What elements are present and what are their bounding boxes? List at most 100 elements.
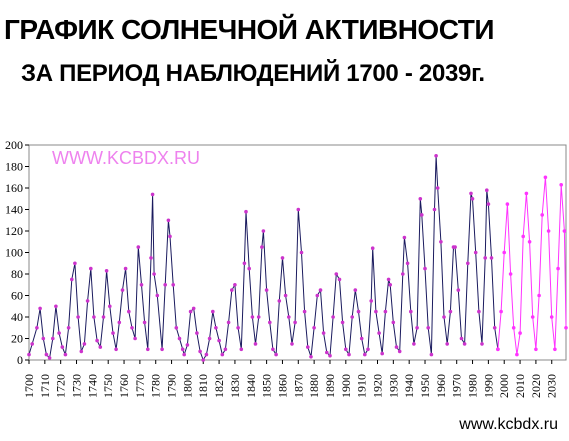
observed-data-point: [168, 234, 172, 239]
observed-data-point: [198, 349, 202, 354]
observed-data-point: [409, 309, 413, 314]
observed-data-point: [95, 338, 99, 343]
chart-subtitle: ЗА ПЕРИОД НАБЛЮДЕНИЙ 1700 - 2039г.: [21, 60, 485, 87]
observed-data-point: [233, 283, 237, 287]
observed-data-point: [60, 345, 65, 349]
x-tick-label: 1920: [370, 374, 384, 398]
x-tick-label: 1940: [402, 374, 416, 398]
chart-title: ГРАФИК СОЛНЕЧНОЙ АКТИВНОСТИ: [4, 14, 494, 45]
observed-data-point: [150, 192, 155, 197]
y-tick-label: 180: [5, 160, 23, 174]
forecast-data-point: [534, 347, 538, 352]
observed-data-point: [207, 336, 212, 341]
y-tick-label: 0: [17, 353, 23, 367]
observed-data-point: [492, 326, 497, 330]
observed-data-point: [171, 283, 175, 287]
observed-data-point: [432, 207, 437, 212]
observed-data-point: [486, 202, 491, 206]
x-tick-label: 2020: [529, 374, 543, 398]
observed-data-point: [363, 352, 367, 357]
x-tick-label: 1810: [196, 374, 210, 398]
observed-data-point: [489, 256, 494, 260]
x-tick-label: 1730: [70, 374, 84, 398]
x-tick-label: 1710: [38, 374, 52, 398]
x-tick-label: 1960: [434, 374, 448, 398]
x-tick-label: 1950: [418, 374, 432, 398]
observed-data-point: [163, 283, 167, 287]
observed-data-point: [123, 266, 128, 271]
observed-data-point: [51, 336, 55, 341]
observed-data-point: [201, 358, 205, 362]
observed-data-point: [260, 245, 264, 249]
x-tick-label: 1860: [275, 374, 289, 398]
observed-data-point: [350, 315, 355, 319]
observed-data-point: [111, 331, 115, 335]
observed-series-line: [28, 155, 499, 362]
forecast-data-point: [530, 315, 535, 319]
observed-data-point: [220, 352, 225, 357]
observed-data-point: [483, 256, 488, 260]
observed-data-point: [315, 293, 320, 298]
observed-data-point: [445, 342, 450, 346]
observed-data-point: [469, 191, 473, 196]
observed-data-point: [230, 288, 234, 292]
observed-data-point: [114, 347, 118, 352]
observed-data-point: [104, 269, 109, 273]
observed-data-point: [66, 326, 71, 330]
x-tick-label: 1780: [149, 374, 163, 398]
observed-data-point: [405, 261, 410, 266]
x-tick-label: 1720: [54, 374, 68, 398]
observed-data-point: [435, 186, 440, 190]
y-tick-label: 160: [5, 181, 23, 195]
observed-data-point: [44, 352, 49, 357]
x-tick-label: 1760: [117, 374, 131, 398]
observed-data-point: [369, 299, 374, 303]
observed-data-point: [340, 320, 345, 325]
observed-data-point: [274, 352, 278, 357]
observed-data-point: [277, 299, 282, 303]
observed-data-point: [41, 336, 46, 341]
observed-data-point: [439, 240, 443, 244]
x-tick-label: 1870: [291, 374, 305, 398]
forecast-data-point: [540, 213, 544, 217]
observed-data-point: [296, 207, 301, 212]
observed-data-point: [247, 266, 251, 271]
observed-data-point: [366, 347, 370, 352]
observed-data-point: [415, 326, 419, 330]
observed-data-point: [401, 272, 405, 276]
observed-data-point: [287, 315, 291, 319]
observed-data-point: [397, 349, 402, 354]
y-tick-label: 60: [11, 289, 23, 303]
observed-data-point: [98, 345, 103, 349]
x-tick-label: 1850: [260, 374, 274, 398]
observed-data-point: [426, 326, 431, 330]
observed-data-point: [239, 347, 244, 352]
observed-data-point: [76, 315, 80, 319]
observed-data-point: [79, 349, 84, 354]
observed-data-point: [57, 331, 61, 335]
observed-data-point: [180, 347, 185, 352]
x-tick-label: 1700: [22, 374, 36, 398]
watermark-text: WWW.KCBDX.RU: [52, 148, 200, 168]
x-tick-label: 1800: [180, 374, 194, 398]
observed-data-point: [73, 261, 77, 266]
observed-data-point: [271, 347, 275, 352]
observed-data-point: [223, 347, 228, 352]
observed-data-point: [256, 315, 261, 319]
observed-data-point: [309, 355, 313, 359]
observed-data-point: [120, 288, 125, 292]
observed-data-point: [442, 315, 446, 319]
observed-data-point: [127, 309, 131, 314]
x-tick-label: 1890: [323, 374, 337, 398]
x-tick-label: 2010: [513, 374, 527, 398]
x-tick-label: 1990: [481, 374, 495, 398]
observed-data-point: [236, 326, 240, 330]
observed-data-point: [448, 309, 453, 314]
y-tick-label: 80: [11, 267, 23, 281]
x-tick-label: 2000: [497, 374, 511, 398]
observed-data-point: [242, 261, 247, 266]
forecast-data-point: [527, 240, 532, 244]
forecast-data-point: [515, 352, 519, 357]
observed-data-point: [226, 320, 231, 325]
